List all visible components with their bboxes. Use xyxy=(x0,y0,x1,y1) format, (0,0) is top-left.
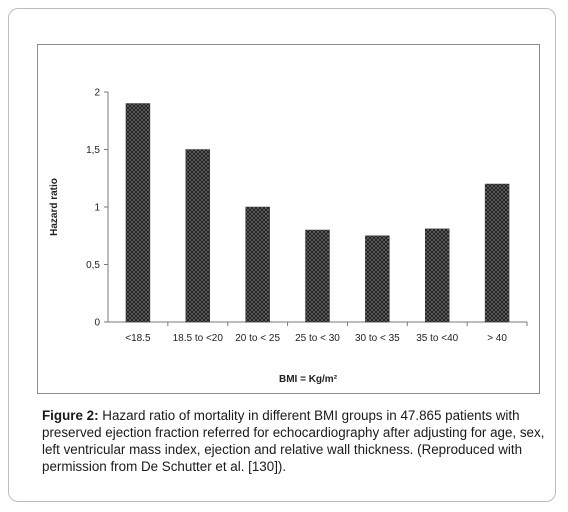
bar xyxy=(125,103,151,323)
bar xyxy=(185,149,211,323)
y-tick-label: 2 xyxy=(94,88,100,99)
x-tick-label: 35 to <40 xyxy=(416,333,458,344)
bar xyxy=(305,229,330,323)
bar xyxy=(365,235,390,323)
y-tick-label: 1 xyxy=(94,203,100,214)
bar xyxy=(484,183,510,323)
plot-area-border xyxy=(37,44,540,394)
x-tick-label: <18.5 xyxy=(125,333,151,344)
y-tick-label: 0,5 xyxy=(86,260,100,271)
x-tick-label: 30 to < 35 xyxy=(355,333,400,344)
figure-frame: Figure 2: Hazard ratio of mortality in d… xyxy=(8,8,556,502)
figure-caption: Figure 2: Hazard ratio of mortality in d… xyxy=(42,407,547,475)
x-axis-title: BMI = Kg/m² xyxy=(279,374,338,385)
x-tick-label: > 40 xyxy=(487,333,507,344)
x-tick-label: 20 to < 25 xyxy=(235,333,280,344)
caption-label: Figure 2: xyxy=(42,408,99,423)
x-tick-label: 25 to < 30 xyxy=(295,333,340,344)
y-axis-title: Hazard ratio xyxy=(49,178,60,236)
caption-text: Hazard ratio of mortality in different B… xyxy=(42,408,545,474)
bar xyxy=(245,206,270,323)
y-tick-label: 1,5 xyxy=(86,145,100,156)
x-tick-label: 18.5 to <20 xyxy=(173,333,224,344)
bar xyxy=(424,228,450,323)
y-tick-label: 0 xyxy=(94,318,100,329)
